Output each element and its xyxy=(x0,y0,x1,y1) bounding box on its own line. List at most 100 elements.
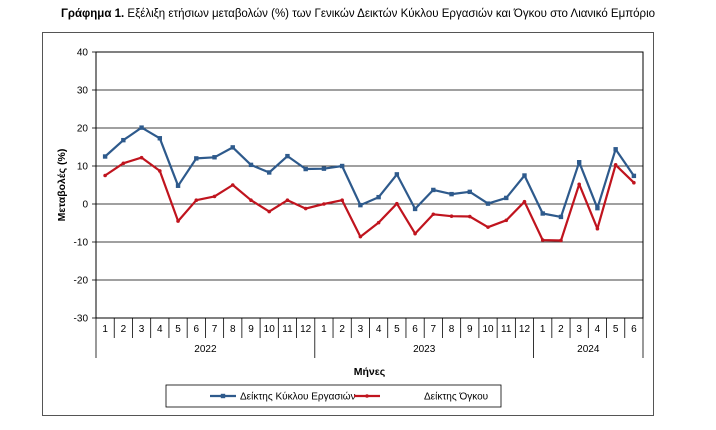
x-tick-label: 1 xyxy=(321,324,327,335)
data-point xyxy=(321,166,327,171)
data-point xyxy=(449,214,454,218)
y-tick-label: -20 xyxy=(74,276,89,287)
legend-box xyxy=(165,384,502,408)
figure-label: Γράφημα 1. xyxy=(60,8,125,20)
x-tick-label: 10 xyxy=(264,324,276,335)
x-tick-label: 6 xyxy=(412,324,418,335)
data-point xyxy=(540,211,545,216)
data-point xyxy=(230,183,235,187)
legend-label: Δείκτης Κύκλου Εργασιών xyxy=(240,391,356,403)
data-point xyxy=(431,187,436,193)
figure-caption: Εξέλιξη ετήσιων μεταβολών (%) των Γενικώ… xyxy=(127,8,656,20)
x-tick-label: 11 xyxy=(282,324,293,335)
data-point xyxy=(632,180,636,185)
data-point xyxy=(467,214,472,219)
x-tick-label: 6 xyxy=(631,324,637,335)
x-tick-label: 2 xyxy=(121,324,127,335)
data-point xyxy=(413,231,417,236)
year-label: 2022 xyxy=(194,344,217,355)
y-axis-title: Μεταβολές (%) xyxy=(56,149,68,222)
series-line xyxy=(104,156,635,242)
data-point xyxy=(559,238,563,243)
legend-marker xyxy=(365,394,369,398)
data-point xyxy=(339,163,345,169)
data-point xyxy=(504,218,509,223)
x-tick-label: 10 xyxy=(482,324,494,335)
data-point xyxy=(376,220,381,225)
chart-title: Γράφημα 1. Εξέλιξη ετήσιων μεταβολών (%)… xyxy=(0,8,716,20)
data-point xyxy=(212,155,217,160)
data-point xyxy=(486,225,490,229)
x-tick-label: 7 xyxy=(431,324,437,335)
data-point xyxy=(522,173,527,178)
x-tick-label: 9 xyxy=(467,324,473,335)
data-point xyxy=(230,145,235,150)
data-point xyxy=(303,166,308,172)
x-tick-label: 2 xyxy=(339,324,345,335)
year-label: 2024 xyxy=(577,344,600,355)
year-label: 2023 xyxy=(413,344,436,355)
data-point xyxy=(121,137,126,143)
data-point xyxy=(285,153,290,159)
y-tick-label: 30 xyxy=(77,86,89,97)
x-tick-label: 3 xyxy=(358,324,364,335)
data-point xyxy=(194,198,199,202)
data-point xyxy=(103,173,107,178)
y-tick-label: 20 xyxy=(77,124,89,135)
x-tick-label: 12 xyxy=(300,324,312,335)
x-tick-label: 8 xyxy=(449,324,455,335)
x-tick-label: 5 xyxy=(394,324,400,335)
data-point xyxy=(449,191,454,197)
x-tick-label: 8 xyxy=(230,324,236,335)
data-point xyxy=(194,156,199,161)
data-point xyxy=(558,214,564,220)
data-point xyxy=(595,226,600,231)
x-tick-label: 4 xyxy=(595,324,601,335)
y-tick-label: 0 xyxy=(82,200,88,211)
data-point xyxy=(358,234,363,239)
x-tick-label: 1 xyxy=(540,324,546,335)
data-point xyxy=(522,199,527,204)
data-point xyxy=(121,161,126,166)
data-point xyxy=(376,194,381,200)
data-point xyxy=(322,202,326,206)
x-tick-label: 4 xyxy=(376,324,382,335)
x-tick-label: 5 xyxy=(613,324,619,335)
y-tick-label: 40 xyxy=(77,48,89,59)
x-tick-label: 12 xyxy=(519,324,531,335)
data-point xyxy=(139,155,144,160)
data-point xyxy=(540,238,545,242)
x-axis-title: Μήνες xyxy=(354,366,386,378)
data-point xyxy=(358,202,363,208)
x-tick-label: 5 xyxy=(175,324,181,335)
data-point xyxy=(613,163,618,167)
x-tick-label: 4 xyxy=(157,324,163,335)
x-tick-label: 9 xyxy=(248,324,254,335)
data-point xyxy=(175,183,181,188)
x-tick-label: 3 xyxy=(139,324,145,335)
data-point xyxy=(176,219,180,223)
data-point xyxy=(157,136,163,141)
chart-frame: -30 -20 -10 0 10 20 30 40 1 2 3 4 5 6 7 8 9 10 11 12 1 2 3 4 5 6 7… xyxy=(42,32,654,416)
data-point xyxy=(267,209,272,214)
legend-marker xyxy=(220,393,226,399)
data-point xyxy=(394,172,400,177)
data-point xyxy=(212,194,217,199)
data-point xyxy=(485,201,491,206)
x-tick-label: 1 xyxy=(102,324,108,335)
data-point xyxy=(412,206,418,212)
series-line xyxy=(104,126,635,218)
legend-label: Δείκτης Όγκου xyxy=(424,391,488,403)
data-point xyxy=(340,198,344,202)
data-point xyxy=(613,147,618,152)
data-point xyxy=(467,189,472,195)
data-point xyxy=(595,205,600,211)
data-point xyxy=(395,201,399,206)
data-point xyxy=(158,169,162,173)
x-tick-label: 7 xyxy=(212,324,218,335)
data-point xyxy=(248,162,254,168)
y-tick-label: -30 xyxy=(74,314,89,325)
y-tick-label: 10 xyxy=(77,162,89,173)
data-point xyxy=(102,154,108,159)
data-point xyxy=(249,198,253,202)
